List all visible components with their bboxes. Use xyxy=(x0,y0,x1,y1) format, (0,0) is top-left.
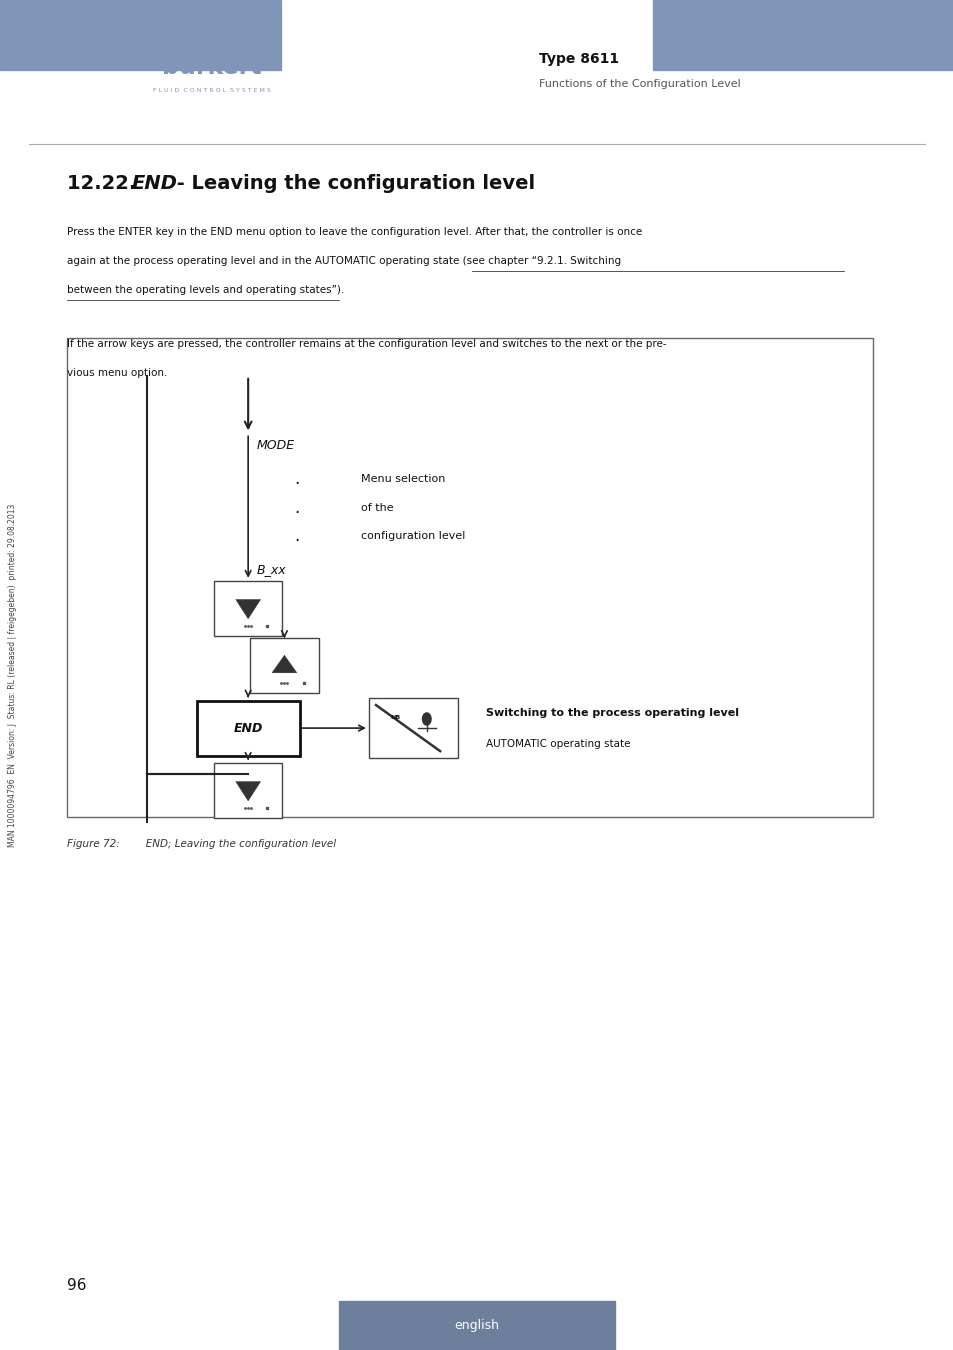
Text: Menu selection: Menu selection xyxy=(360,474,445,483)
Text: AUTOMATIC operating state: AUTOMATIC operating state xyxy=(485,738,630,748)
Text: Type 8611: Type 8611 xyxy=(538,53,618,66)
Text: between the operating levels and operating states”).: between the operating levels and operati… xyxy=(67,285,344,296)
Bar xyxy=(250,639,318,694)
Text: english: english xyxy=(454,1319,499,1332)
Text: configuration level: configuration level xyxy=(360,532,465,541)
Bar xyxy=(369,698,457,759)
Text: MAN 1000094796  EN  Version: J  Status: RL (released | freigegeben)  printed: 29: MAN 1000094796 EN Version: J Status: RL … xyxy=(8,504,17,846)
Bar xyxy=(338,1301,615,1350)
Bar xyxy=(213,763,282,818)
Text: 12.22.: 12.22. xyxy=(67,174,143,193)
Polygon shape xyxy=(235,599,260,618)
Text: F L U I D  C O N T R O L  S Y S T E M S: F L U I D C O N T R O L S Y S T E M S xyxy=(152,88,271,93)
Text: - Leaving the configuration level: - Leaving the configuration level xyxy=(170,174,535,193)
Text: .: . xyxy=(294,528,299,545)
Text: 96: 96 xyxy=(67,1277,86,1293)
Text: vious menu option.: vious menu option. xyxy=(67,367,167,378)
Bar xyxy=(67,338,872,817)
Text: .: . xyxy=(294,498,299,517)
Text: B_xx: B_xx xyxy=(256,563,286,576)
Text: Press the ENTER key in the END menu option to leave the configuration level. Aft: Press the ENTER key in the END menu opti… xyxy=(67,227,641,238)
Text: END: END xyxy=(132,174,177,193)
Text: END: END xyxy=(233,722,263,734)
Bar xyxy=(653,0,953,70)
Text: Figure 72:        END; Leaving the configuration level: Figure 72: END; Leaving the configuratio… xyxy=(67,838,335,849)
Polygon shape xyxy=(272,655,296,672)
Circle shape xyxy=(422,713,431,725)
Text: Functions of the Configuration Level: Functions of the Configuration Level xyxy=(538,78,740,89)
Text: If the arrow keys are pressed, the controller remains at the configuration level: If the arrow keys are pressed, the contr… xyxy=(67,339,666,348)
Text: bürkert: bürkert xyxy=(162,55,261,80)
Text: NB: NB xyxy=(390,714,400,720)
Polygon shape xyxy=(235,782,260,801)
Bar xyxy=(213,580,282,636)
Text: again at the process operating level and in the AUTOMATIC operating state (see c: again at the process operating level and… xyxy=(67,256,623,266)
Text: .: . xyxy=(294,470,299,487)
Text: of the: of the xyxy=(360,502,394,513)
Bar xyxy=(0,0,281,70)
Bar xyxy=(196,701,299,756)
Text: Switching to the process operating level: Switching to the process operating level xyxy=(485,707,739,718)
Text: MODE: MODE xyxy=(256,439,294,452)
